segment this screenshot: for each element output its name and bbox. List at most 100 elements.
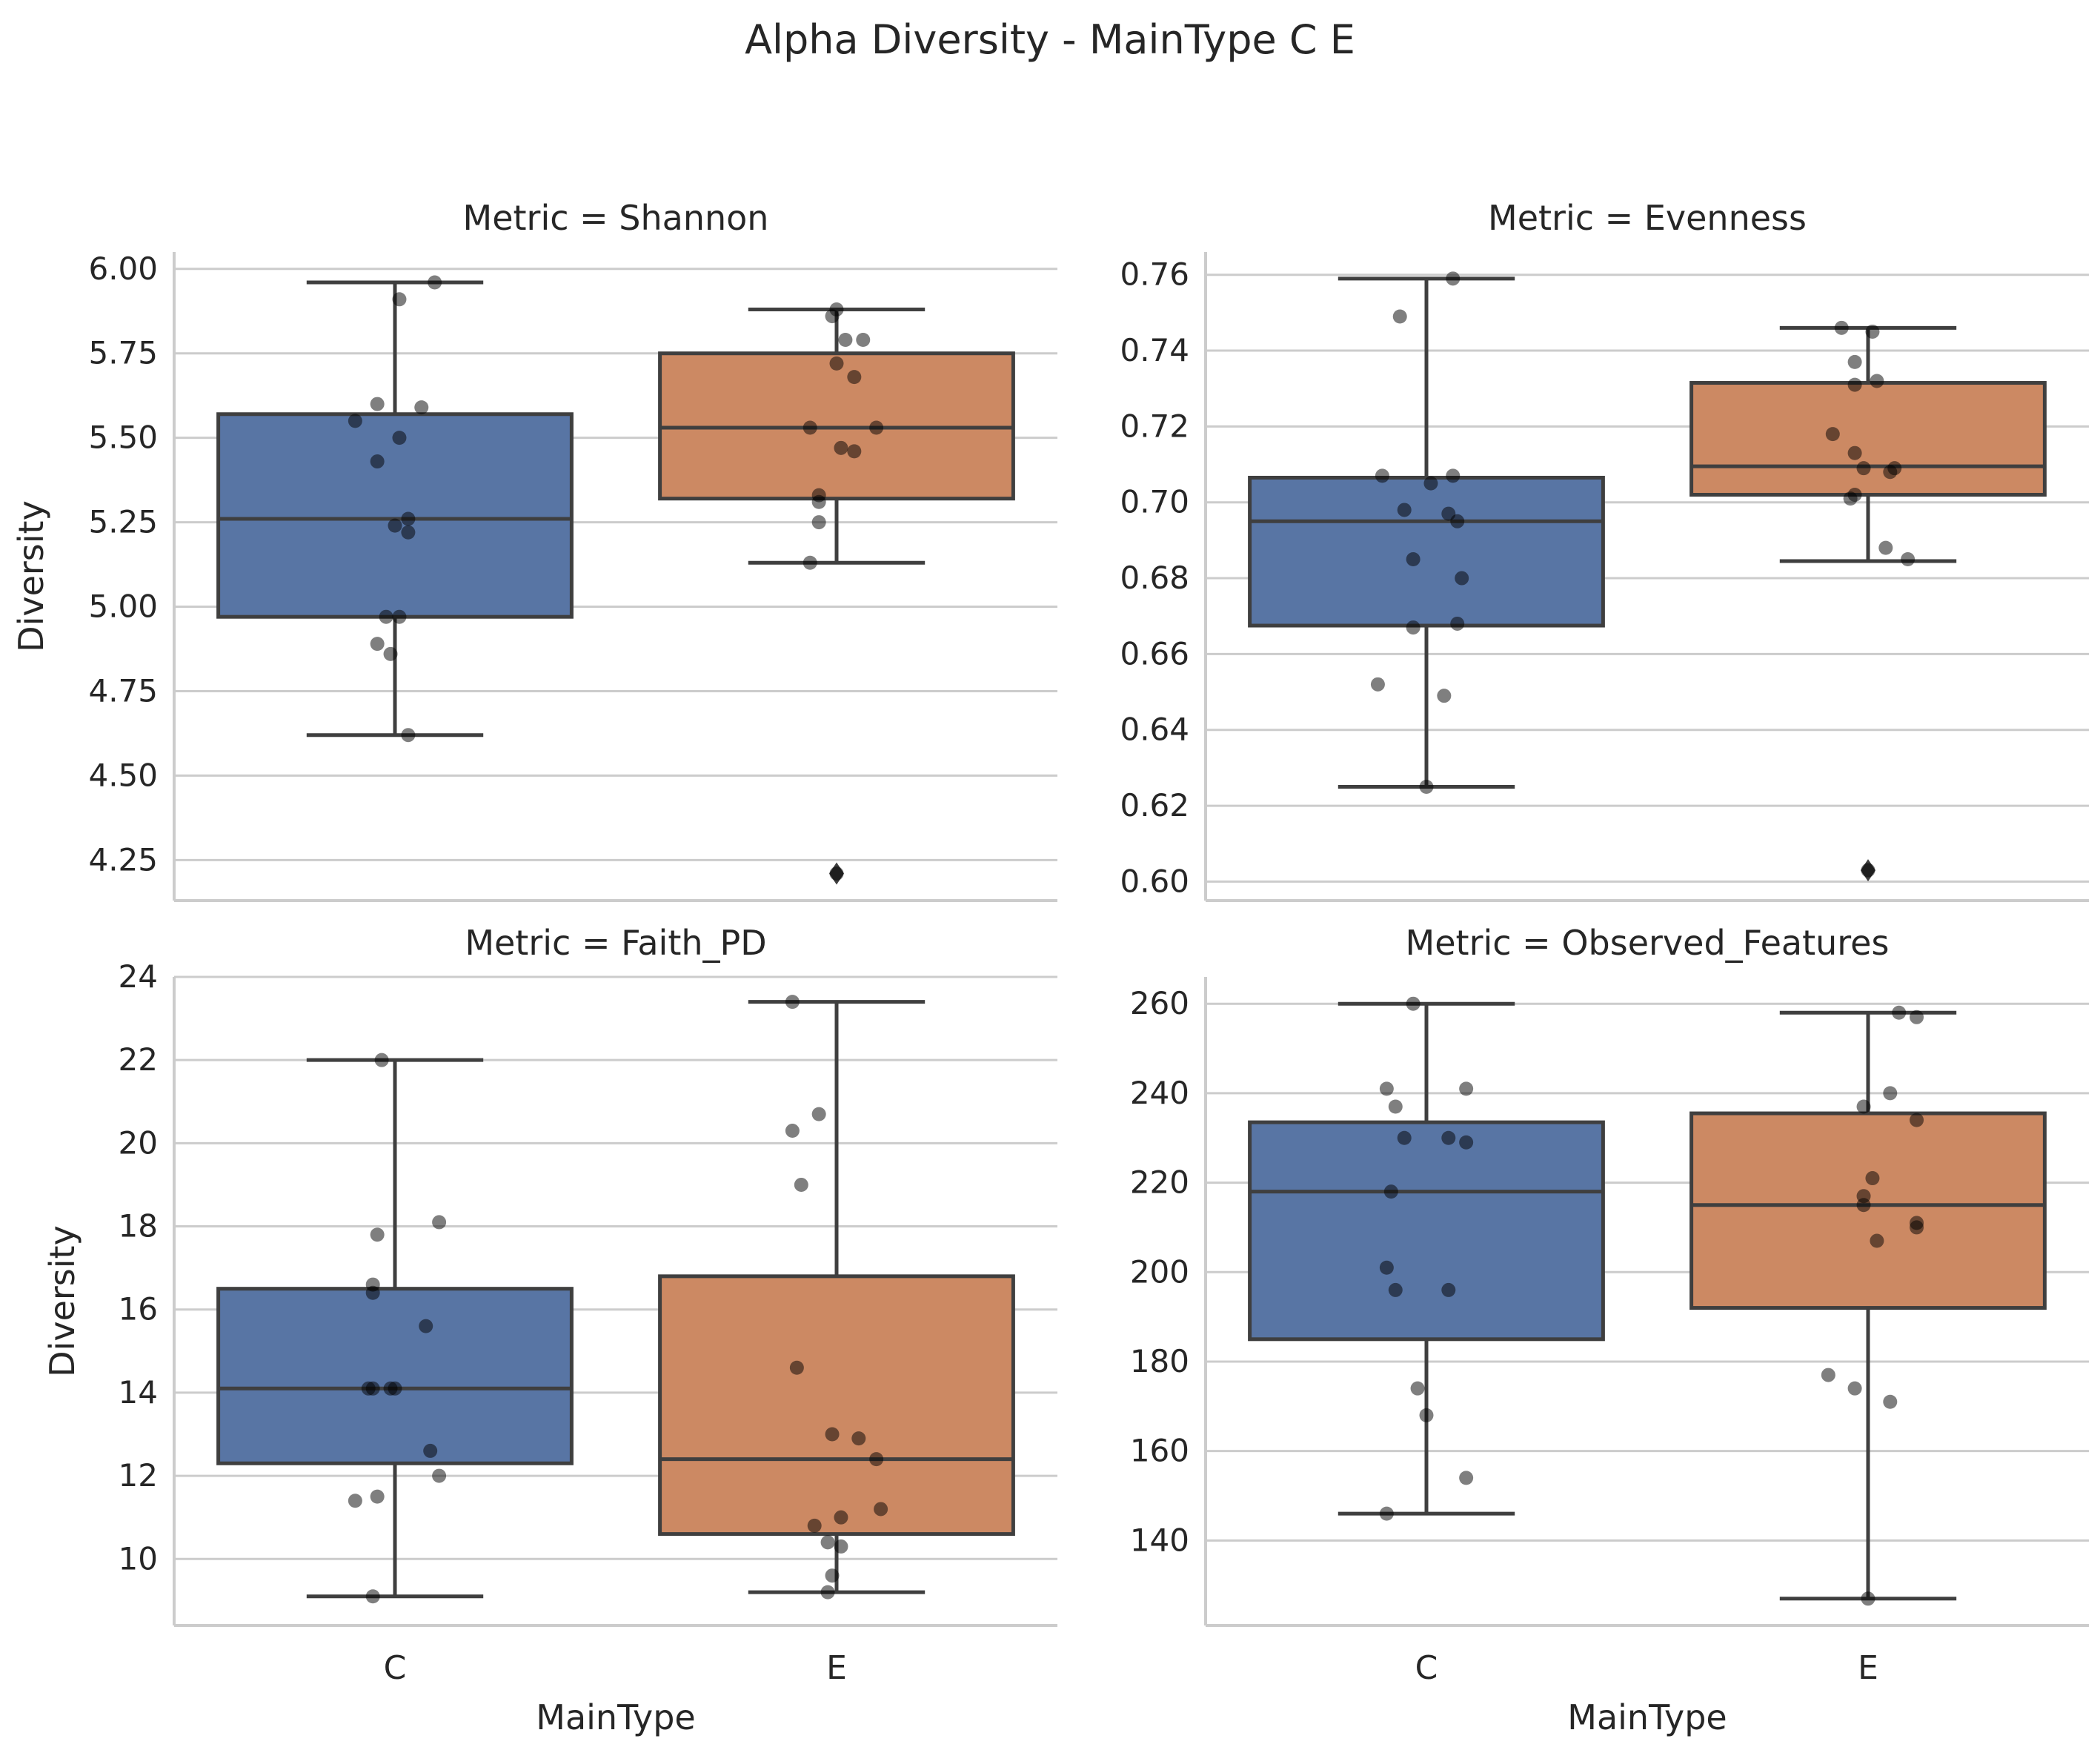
data-point xyxy=(348,414,362,428)
data-point xyxy=(829,356,844,371)
y-tick-label: 20 xyxy=(119,1124,158,1161)
y-tick-label: 0.66 xyxy=(1120,635,1189,672)
box-E xyxy=(1689,381,2047,497)
data-point xyxy=(419,1319,433,1333)
data-point xyxy=(1865,324,1880,339)
data-point xyxy=(1870,374,1884,388)
data-point xyxy=(1883,1086,1898,1101)
data-point xyxy=(1856,461,1871,476)
data-point xyxy=(428,275,442,290)
y-tick-label: 24 xyxy=(119,958,158,995)
data-point xyxy=(838,332,853,347)
y-axis-label: Diversity xyxy=(11,500,51,652)
data-point xyxy=(1455,571,1469,586)
data-point xyxy=(379,609,393,624)
data-point xyxy=(401,728,416,743)
y-tick-label: 0.70 xyxy=(1120,484,1189,520)
y-tick-label: 0.62 xyxy=(1120,787,1189,823)
data-point xyxy=(1423,476,1438,491)
y-tick-label: 4.75 xyxy=(88,672,158,709)
data-point xyxy=(851,1431,866,1446)
x-tick-label: E xyxy=(826,1649,847,1687)
data-point xyxy=(1379,1081,1394,1096)
y-tick-label: 200 xyxy=(1130,1253,1189,1290)
data-point xyxy=(388,518,402,533)
data-point xyxy=(1441,1282,1456,1297)
y-tick-label: 220 xyxy=(1130,1164,1189,1201)
box-C xyxy=(1248,475,1605,628)
data-point xyxy=(365,1589,380,1604)
x-tick-label: E xyxy=(1858,1649,1878,1687)
box-C xyxy=(1248,1120,1605,1342)
data-point xyxy=(348,1494,362,1508)
data-point xyxy=(874,1502,888,1517)
data-point xyxy=(1450,514,1465,528)
data-point xyxy=(1870,1233,1884,1248)
y-tick-label: 22 xyxy=(119,1041,158,1078)
data-point xyxy=(392,431,407,445)
y-tick-label: 4.50 xyxy=(88,757,158,793)
data-point xyxy=(1397,503,1412,517)
data-point xyxy=(1843,491,1858,506)
data-point xyxy=(1406,620,1421,635)
data-point xyxy=(811,494,826,509)
data-point xyxy=(807,1518,822,1533)
data-point xyxy=(370,397,385,411)
box-C xyxy=(216,412,574,619)
data-point xyxy=(1388,1099,1403,1114)
x-tick-label: C xyxy=(1415,1649,1438,1687)
panel-1: 4.25 4.50 4.75 5.00 5.25 5.50 5.75 6.00 Metric =… xyxy=(11,198,1057,902)
box-C xyxy=(216,1287,574,1465)
data-point xyxy=(1383,1184,1398,1199)
data-point xyxy=(825,1427,840,1442)
data-point xyxy=(1410,1381,1425,1396)
data-point xyxy=(1459,1471,1474,1485)
data-point xyxy=(1821,1368,1835,1382)
data-point xyxy=(1379,1260,1394,1275)
x-axis-label: MainType xyxy=(1567,1697,1727,1737)
data-point xyxy=(785,1124,800,1139)
data-point xyxy=(1446,271,1461,286)
data-point xyxy=(1861,1591,1875,1606)
data-point xyxy=(834,1539,848,1554)
data-point xyxy=(1834,320,1849,335)
data-point xyxy=(829,866,844,881)
data-point xyxy=(869,1452,884,1467)
y-tick-label: 140 xyxy=(1130,1522,1189,1558)
data-point xyxy=(1878,540,1893,555)
y-tick-label: 180 xyxy=(1130,1343,1189,1379)
data-point xyxy=(1370,677,1385,692)
data-point xyxy=(1419,779,1434,794)
data-point xyxy=(1441,1130,1456,1145)
data-point xyxy=(1459,1081,1474,1096)
data-point xyxy=(365,1381,380,1396)
data-point xyxy=(423,1443,438,1458)
panel-title: Metric = Observed_Features xyxy=(1406,923,1890,963)
data-point xyxy=(1856,1198,1871,1213)
data-point xyxy=(1437,689,1452,703)
data-point xyxy=(1910,1220,1924,1235)
data-point xyxy=(1856,1099,1871,1114)
data-point xyxy=(383,646,398,661)
y-tick-label: 0.64 xyxy=(1120,712,1189,748)
y-tick-label: 18 xyxy=(119,1208,158,1244)
y-tick-label: 5.50 xyxy=(88,420,158,456)
data-point xyxy=(820,1535,835,1550)
data-point xyxy=(856,332,871,347)
panel-title: Metric = Faith_PD xyxy=(465,923,766,963)
panel-4: 140 160 180 200 220 240 260 Metric = Observed_F… xyxy=(1130,923,2089,1737)
data-point xyxy=(1379,1506,1394,1521)
panel-2: 0.60 0.62 0.64 0.66 0.68 0.70 0.72 0.74 0.76 Metr… xyxy=(1120,198,2089,902)
data-point xyxy=(1901,551,1915,566)
data-point xyxy=(811,515,826,530)
data-point xyxy=(1375,468,1389,483)
data-point xyxy=(1392,309,1407,324)
data-point xyxy=(388,1381,402,1396)
data-point xyxy=(1910,1010,1924,1024)
data-point xyxy=(432,1468,447,1483)
y-tick-label: 0.68 xyxy=(1120,560,1189,596)
data-point xyxy=(1883,465,1898,480)
data-point xyxy=(803,420,817,435)
data-point xyxy=(1450,616,1465,631)
